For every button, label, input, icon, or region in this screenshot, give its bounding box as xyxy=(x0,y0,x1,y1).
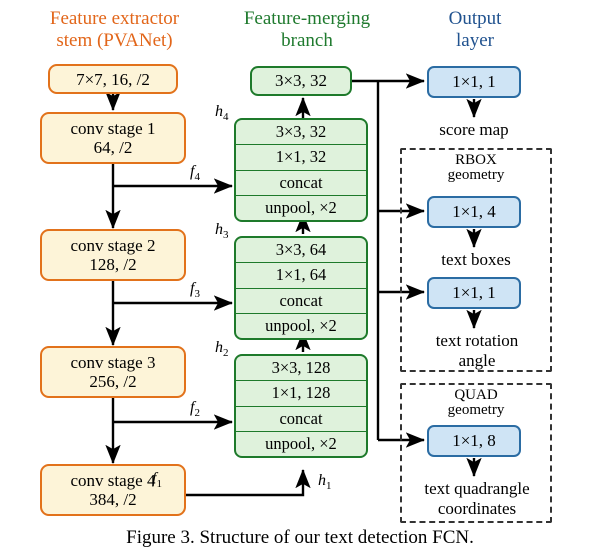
header-feature-extractor: Feature extractor stem (PVANet) xyxy=(12,8,217,52)
quad-title-line1: QUAD xyxy=(454,387,498,403)
merge-h2-row-1[interactable]: 1×1, 128 xyxy=(236,381,366,407)
feature-label-f4: f4 xyxy=(190,163,200,183)
merge-label-h3: h3 xyxy=(215,221,229,241)
feature-label-f1: f1 xyxy=(152,470,162,490)
stem-box-3-line2: 256, /2 xyxy=(89,372,137,391)
f1-sub: 1 xyxy=(156,478,162,491)
merge-group-h2[interactable]: 3×3, 128 1×1, 128 concat unpool, ×2 xyxy=(234,354,368,458)
f2-glyph: f xyxy=(190,399,195,416)
header-left-line2: stem (PVANet) xyxy=(56,30,173,51)
stem-box-2-line1: conv stage 2 xyxy=(70,236,156,255)
h2-glyph: h xyxy=(215,339,223,356)
quad-caption-line1: text quadrangle xyxy=(424,479,530,498)
merge-group-h3[interactable]: 3×3, 64 1×1, 64 concat unpool, ×2 xyxy=(234,236,368,340)
figure-caption: Figure 3. Structure of our text detectio… xyxy=(126,527,474,548)
merge-h3-row-0[interactable]: 3×3, 64 xyxy=(236,238,366,264)
stem-box-0[interactable]: 7×7, 16, /2 xyxy=(48,64,178,94)
output-box-text-boxes[interactable]: 1×1, 4 xyxy=(427,196,521,228)
merge-h3-row-3[interactable]: unpool, ×2 xyxy=(265,315,337,335)
header-feature-merging: Feature-merging branch xyxy=(222,8,392,52)
stem-box-1-line1: conv stage 1 xyxy=(70,119,156,138)
output-caption-text-rotation-angle: text rotation angle xyxy=(398,331,556,371)
merge-label-h4: h4 xyxy=(215,103,229,123)
stem-box-4-line1: conv stage 4 xyxy=(70,471,156,490)
feature-label-f2: f2 xyxy=(190,399,200,419)
rbox-geometry-group xyxy=(400,148,552,372)
header-middle-line2: branch xyxy=(281,30,333,51)
merge-group-h4[interactable]: 3×3, 32 1×1, 32 concat unpool, ×2 xyxy=(234,118,368,222)
quad-caption-line2: coordinates xyxy=(437,499,517,518)
merge-h4-row-1[interactable]: 1×1, 32 xyxy=(236,145,366,171)
quad-geometry-title: QUAD geometry xyxy=(400,388,552,418)
rbox-title-line2: geometry xyxy=(447,167,505,183)
header-right-line1: Output xyxy=(448,8,502,29)
quad-geometry-group xyxy=(400,383,552,523)
rbox-geometry-title: RBOX geometry xyxy=(400,153,552,183)
stem-box-conv-stage-2[interactable]: conv stage 2 128, /2 xyxy=(40,229,186,281)
h3-sub: 3 xyxy=(223,229,229,242)
h1-sub: 1 xyxy=(326,480,332,493)
stem-box-1-line2: 64, /2 xyxy=(93,138,133,157)
stem-box-2-line2: 128, /2 xyxy=(89,255,137,274)
merge-h2-row-2[interactable]: concat xyxy=(236,407,366,432)
h4-glyph: h xyxy=(215,103,223,120)
h4-sub: 4 xyxy=(223,111,229,124)
rotation-caption-line2: angle xyxy=(458,351,496,370)
header-right-line2: layer xyxy=(456,30,494,51)
rotation-caption-line1: text rotation xyxy=(435,331,519,350)
stem-box-conv-stage-3[interactable]: conv stage 3 256, /2 xyxy=(40,346,186,398)
feature-label-f3: f3 xyxy=(190,280,200,300)
output-caption-score-map: score map xyxy=(439,120,509,139)
merge-h4-row-0[interactable]: 3×3, 32 xyxy=(236,120,366,146)
output-box-text-quadrangle[interactable]: 1×1, 8 xyxy=(427,425,521,457)
h2-sub: 2 xyxy=(223,347,229,360)
stem-box-3-line1: conv stage 3 xyxy=(70,353,156,372)
header-output-layer: Output layer xyxy=(400,8,550,52)
stem-box-conv-stage-1[interactable]: conv stage 1 64, /2 xyxy=(40,112,186,164)
output-box-text-rotation-angle[interactable]: 1×1, 1 xyxy=(427,277,521,309)
f3-sub: 3 xyxy=(194,288,200,301)
f2-sub: 2 xyxy=(194,407,200,420)
merge-top-box-label: 3×3, 32 xyxy=(274,71,328,90)
merge-h4-row-3[interactable]: unpool, ×2 xyxy=(265,197,337,217)
f3-glyph: f xyxy=(190,280,195,297)
output-score-box-label: 1×1, 1 xyxy=(452,72,496,91)
h1-glyph: h xyxy=(318,472,326,489)
output-quad-0-label: 1×1, 8 xyxy=(452,431,496,450)
f4-sub: 4 xyxy=(194,171,200,184)
merge-top-box[interactable]: 3×3, 32 xyxy=(250,66,352,96)
f1-glyph: f xyxy=(152,470,157,487)
merge-label-h2: h2 xyxy=(215,339,229,359)
merge-label-h1: h1 xyxy=(318,472,332,492)
rbox-title-line1: RBOX xyxy=(455,152,497,168)
header-middle-line1: Feature-merging xyxy=(243,8,371,29)
merge-h2-row-3[interactable]: unpool, ×2 xyxy=(265,433,337,453)
merge-h4-row-2[interactable]: concat xyxy=(236,171,366,196)
header-left-line1: Feature extractor xyxy=(49,8,180,29)
output-caption-text-boxes: text boxes xyxy=(441,250,511,269)
output-box-score-map[interactable]: 1×1, 1 xyxy=(427,66,521,98)
merge-h2-row-0[interactable]: 3×3, 128 xyxy=(236,356,366,382)
output-rbox-0-label: 1×1, 4 xyxy=(452,202,496,221)
output-caption-text-quadrangle: text quadrangle coordinates xyxy=(396,479,558,519)
quad-title-line2: geometry xyxy=(447,402,505,418)
f4-glyph: f xyxy=(190,163,195,180)
output-rbox-1-label: 1×1, 1 xyxy=(452,283,496,302)
h3-glyph: h xyxy=(215,221,223,238)
stem-box-4-line2: 384, /2 xyxy=(89,490,137,509)
stem-box-conv-stage-4[interactable]: conv stage 4 384, /2 xyxy=(40,464,186,516)
stem-box-0-line1: 7×7, 16, /2 xyxy=(76,69,150,89)
merge-h3-row-1[interactable]: 1×1, 64 xyxy=(236,263,366,289)
merge-h3-row-2[interactable]: concat xyxy=(236,289,366,314)
